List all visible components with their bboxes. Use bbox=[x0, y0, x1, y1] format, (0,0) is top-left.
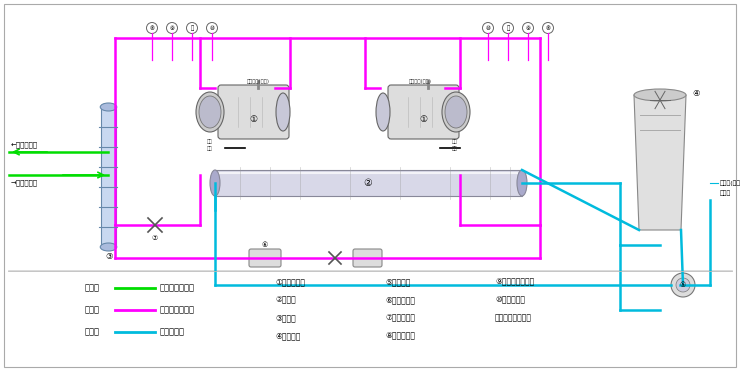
Ellipse shape bbox=[100, 243, 117, 251]
Text: ⑪高压压力控制器: ⑪高压压力控制器 bbox=[495, 313, 532, 322]
Text: ⑩: ⑩ bbox=[485, 26, 491, 30]
Text: 蓝色线: 蓝色线 bbox=[85, 328, 100, 336]
Ellipse shape bbox=[276, 93, 290, 131]
Text: 低压
回气: 低压 回气 bbox=[207, 139, 213, 151]
Text: 水循环回路: 水循环回路 bbox=[160, 328, 185, 336]
Text: 低压
回气: 低压 回气 bbox=[452, 139, 458, 151]
Text: ⑪: ⑪ bbox=[506, 25, 510, 31]
Ellipse shape bbox=[517, 170, 527, 196]
Text: 绿色线: 绿色线 bbox=[85, 283, 100, 292]
Text: ⑤: ⑤ bbox=[680, 282, 686, 288]
Text: ⑧: ⑧ bbox=[545, 26, 551, 30]
Circle shape bbox=[166, 23, 178, 33]
Text: ⑨低压压力控制器: ⑨低压压力控制器 bbox=[495, 278, 534, 286]
FancyBboxPatch shape bbox=[218, 85, 289, 139]
Circle shape bbox=[502, 23, 514, 33]
Text: ⑨: ⑨ bbox=[169, 26, 175, 30]
Text: ⑨: ⑨ bbox=[525, 26, 531, 30]
Text: 补水口(浮球控制: 补水口(浮球控制 bbox=[720, 180, 740, 186]
FancyBboxPatch shape bbox=[388, 85, 459, 139]
Text: 红色线: 红色线 bbox=[85, 305, 100, 315]
Ellipse shape bbox=[634, 89, 686, 101]
Text: 载冷剂循环回路: 载冷剂循环回路 bbox=[160, 283, 195, 292]
Text: ⑦供液膨胀阀: ⑦供液膨胀阀 bbox=[385, 313, 415, 322]
Text: ←载冷剂出口: ←载冷剂出口 bbox=[11, 141, 38, 148]
Circle shape bbox=[147, 23, 158, 33]
Ellipse shape bbox=[376, 93, 390, 131]
Text: ②冷凝器: ②冷凝器 bbox=[275, 295, 296, 305]
Circle shape bbox=[676, 278, 690, 292]
Text: ⑩: ⑩ bbox=[209, 26, 215, 30]
Ellipse shape bbox=[210, 170, 220, 196]
Circle shape bbox=[542, 23, 554, 33]
Polygon shape bbox=[634, 95, 686, 230]
Text: ④冷却水塔: ④冷却水塔 bbox=[275, 332, 300, 341]
Text: ⑪: ⑪ bbox=[190, 25, 194, 31]
Bar bbox=[101, 107, 116, 247]
Text: ④: ④ bbox=[692, 89, 699, 98]
Text: ⑥: ⑥ bbox=[262, 242, 268, 248]
Text: ⑩高压压力表: ⑩高压压力表 bbox=[495, 295, 525, 305]
Ellipse shape bbox=[196, 92, 224, 132]
Text: ③蒸发器: ③蒸发器 bbox=[275, 313, 296, 322]
Ellipse shape bbox=[442, 92, 470, 132]
Text: ⑤冷却水泵: ⑤冷却水泵 bbox=[385, 278, 411, 286]
Circle shape bbox=[482, 23, 494, 33]
Text: ①: ① bbox=[419, 115, 427, 125]
Text: ①螺杆压缩机: ①螺杆压缩机 bbox=[275, 278, 305, 286]
Text: 排污阀: 排污阀 bbox=[720, 190, 731, 196]
Text: 高压排气(流向): 高压排气(流向) bbox=[408, 79, 431, 85]
Text: ⑥干燥过滤器: ⑥干燥过滤器 bbox=[385, 295, 415, 305]
Text: ⑧低压压力表: ⑧低压压力表 bbox=[385, 332, 415, 341]
Circle shape bbox=[186, 23, 198, 33]
Text: 高压排气(流向): 高压排气(流向) bbox=[246, 79, 269, 85]
Text: ①: ① bbox=[249, 115, 257, 125]
Circle shape bbox=[206, 23, 218, 33]
Text: 制冷剂循环回路: 制冷剂循环回路 bbox=[160, 305, 195, 315]
Ellipse shape bbox=[100, 103, 117, 111]
Text: ②: ② bbox=[363, 178, 372, 188]
Ellipse shape bbox=[199, 96, 221, 128]
Circle shape bbox=[671, 273, 695, 297]
Ellipse shape bbox=[445, 96, 467, 128]
Text: ⑧: ⑧ bbox=[149, 26, 155, 30]
Text: →载冷剂流入: →载冷剂流入 bbox=[11, 179, 38, 186]
Text: ⑦: ⑦ bbox=[152, 235, 158, 241]
Bar bbox=[215, 170, 522, 196]
Text: ③: ③ bbox=[105, 252, 112, 261]
FancyBboxPatch shape bbox=[353, 249, 382, 267]
Circle shape bbox=[522, 23, 534, 33]
FancyBboxPatch shape bbox=[249, 249, 281, 267]
